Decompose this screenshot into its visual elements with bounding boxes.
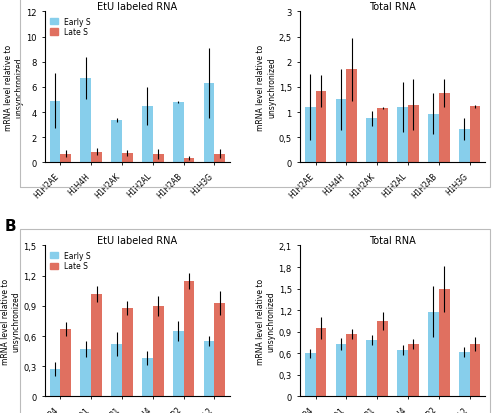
Bar	[111, 344, 122, 396]
Bar	[397, 108, 408, 163]
Bar	[184, 159, 194, 163]
Bar	[439, 94, 450, 163]
Y-axis label: mRNA level relative to
unsynchronized: mRNA level relative to unsynchronized	[256, 45, 276, 131]
Bar	[214, 303, 226, 396]
Title: EtU labeled RNA: EtU labeled RNA	[98, 2, 178, 12]
Title: EtU labeled RNA: EtU labeled RNA	[98, 235, 178, 245]
Bar	[459, 129, 469, 163]
Bar	[346, 334, 357, 396]
Bar	[377, 321, 388, 396]
Bar	[204, 84, 214, 163]
Bar	[91, 152, 102, 163]
Text: B: B	[5, 218, 16, 233]
Bar	[111, 120, 122, 163]
Bar	[122, 154, 133, 163]
Bar	[428, 114, 439, 163]
Bar	[459, 352, 469, 396]
Bar	[60, 329, 71, 396]
Bar	[204, 341, 214, 396]
Bar	[80, 79, 91, 163]
Bar	[122, 308, 133, 396]
Y-axis label: mRNA level relative to
unsynchronized: mRNA level relative to unsynchronized	[256, 278, 276, 364]
Bar	[184, 281, 194, 396]
Y-axis label: mRNA level relative to
unsynchronized: mRNA level relative to unsynchronized	[1, 278, 20, 364]
Bar	[470, 344, 480, 396]
Bar	[366, 119, 377, 163]
Bar	[50, 369, 60, 396]
Bar	[470, 107, 480, 163]
Bar	[316, 328, 326, 396]
Bar	[50, 102, 60, 163]
Bar	[153, 154, 164, 163]
Bar	[173, 103, 184, 163]
Bar	[408, 344, 419, 396]
Bar	[377, 109, 388, 163]
Y-axis label: mRNA level relative to
unsynchronized: mRNA level relative to unsynchronized	[4, 45, 24, 131]
Bar	[142, 358, 153, 396]
Bar	[316, 92, 326, 163]
Bar	[366, 341, 377, 396]
Bar	[428, 312, 439, 396]
Bar	[142, 107, 153, 163]
Bar	[336, 344, 346, 396]
Bar	[91, 294, 102, 396]
Bar	[80, 349, 91, 396]
Bar	[304, 108, 316, 163]
Legend: Early S, Late S: Early S, Late S	[49, 250, 92, 272]
Bar	[173, 331, 184, 396]
Bar	[304, 354, 316, 396]
Title: Total RNA: Total RNA	[369, 235, 416, 245]
Bar	[214, 154, 226, 163]
Bar	[346, 70, 357, 163]
Bar	[60, 154, 71, 163]
Title: Total RNA: Total RNA	[369, 2, 416, 12]
Bar	[439, 289, 450, 396]
Legend: Early S, Late S: Early S, Late S	[49, 16, 92, 39]
Bar	[408, 105, 419, 163]
Bar	[397, 350, 408, 396]
Bar	[336, 100, 346, 163]
Bar	[153, 306, 164, 396]
